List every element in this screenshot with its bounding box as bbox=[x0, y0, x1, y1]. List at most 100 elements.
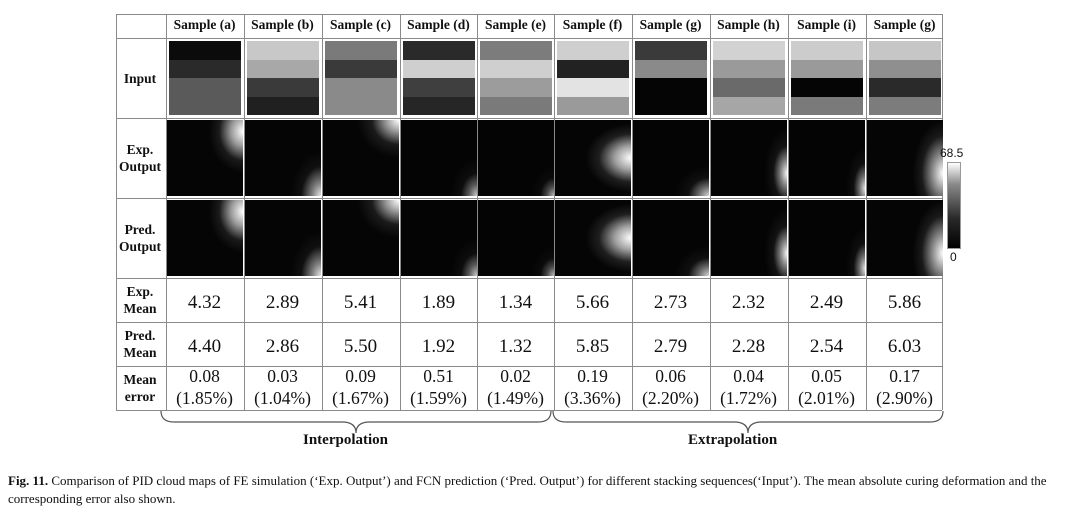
mean-error-percent: (1.04%) bbox=[254, 388, 311, 408]
input-stack-image bbox=[869, 41, 941, 115]
exp-output-map bbox=[323, 120, 399, 196]
pred-output-map bbox=[867, 200, 943, 276]
stack-layer bbox=[869, 41, 941, 60]
pred-mean-value: 2.86 bbox=[265, 336, 300, 357]
grid-hline bbox=[116, 118, 942, 119]
interpolation-label: Interpolation bbox=[303, 432, 389, 448]
stack-layer bbox=[635, 59, 707, 78]
mean-error-value: 0.08 bbox=[189, 366, 220, 386]
pred-mean-value: 6.03 bbox=[887, 336, 922, 357]
grid-vline bbox=[788, 14, 789, 410]
exp-mean-value: 2.89 bbox=[265, 292, 300, 313]
column-header: Sample (i) bbox=[797, 17, 856, 32]
grid-hline bbox=[116, 14, 942, 15]
exp-mean-value: 2.73 bbox=[653, 292, 688, 313]
pred-output-map bbox=[167, 200, 243, 276]
row-label-line: Input bbox=[123, 70, 157, 86]
exp-mean-value: 2.49 bbox=[809, 292, 844, 313]
pred-output-map bbox=[789, 200, 865, 276]
stack-layer bbox=[713, 96, 785, 115]
mean-error-value: 0.03 bbox=[267, 366, 298, 386]
stack-layer bbox=[557, 59, 629, 78]
mean-error-value: 0.09 bbox=[345, 366, 376, 386]
mean-error-percent: (1.49%) bbox=[487, 388, 544, 408]
column-header: Sample (a) bbox=[173, 17, 236, 32]
stack-layer bbox=[169, 78, 241, 97]
input-stack-image bbox=[713, 41, 785, 115]
stack-layer bbox=[247, 59, 319, 78]
stack-layer bbox=[791, 78, 863, 97]
row-label-line: Output bbox=[118, 239, 162, 254]
stack-layer bbox=[480, 41, 552, 60]
caption-prefix: Fig. 11. bbox=[8, 473, 49, 488]
input-stack-image bbox=[480, 41, 552, 115]
stack-layer bbox=[247, 96, 319, 115]
column-header: Sample (c) bbox=[329, 17, 392, 32]
stack-layer bbox=[791, 96, 863, 115]
exp-mean-value: 5.86 bbox=[887, 292, 922, 313]
stack-layer bbox=[791, 59, 863, 78]
exp-output-map bbox=[401, 120, 477, 196]
pred-output-map bbox=[478, 200, 554, 276]
mean-error-value: 0.05 bbox=[811, 366, 842, 386]
stack-layer bbox=[635, 41, 707, 60]
mean-error-value: 0.19 bbox=[577, 366, 608, 386]
stack-layer bbox=[635, 78, 707, 97]
grid-hline bbox=[116, 278, 942, 279]
input-stack-image bbox=[791, 41, 863, 115]
pred-mean-value: 2.79 bbox=[653, 336, 688, 357]
exp-output-map bbox=[633, 120, 709, 196]
mean-error-value: 0.17 bbox=[889, 366, 920, 386]
column-header: Sample (d) bbox=[407, 17, 470, 32]
exp-output-map bbox=[711, 120, 787, 196]
stack-layer bbox=[403, 59, 475, 78]
pred-output-map bbox=[555, 200, 631, 276]
stack-layer bbox=[869, 96, 941, 115]
stack-layer bbox=[325, 78, 397, 97]
column-header: Sample (g) bbox=[639, 17, 702, 32]
extrapolation-brace bbox=[552, 410, 944, 434]
mean-error-percent: (2.90%) bbox=[876, 388, 933, 408]
row-label-pred-output: Pred. Output bbox=[116, 198, 164, 278]
input-stack-image bbox=[169, 41, 241, 115]
grid-vline bbox=[400, 14, 401, 410]
stack-layer bbox=[713, 59, 785, 78]
pred-output-map bbox=[633, 200, 709, 276]
grid-vline bbox=[554, 14, 555, 410]
pred-mean-value: 4.40 bbox=[187, 336, 222, 357]
row-label-line: Output bbox=[118, 159, 162, 174]
row-label-line: Mean bbox=[123, 372, 157, 387]
row-label-exp-mean: Exp. Mean bbox=[116, 278, 164, 322]
exp-mean-value: 2.32 bbox=[731, 292, 766, 313]
stack-layer bbox=[403, 96, 475, 115]
stack-layer bbox=[403, 41, 475, 60]
row-label-pred-mean: Pred. Mean bbox=[116, 322, 164, 366]
row-label-line: Exp. bbox=[126, 142, 154, 157]
column-header: Sample (b) bbox=[251, 17, 314, 32]
mean-error-percent: (1.72%) bbox=[720, 388, 777, 408]
stack-layer bbox=[325, 59, 397, 78]
exp-mean-value: 4.32 bbox=[187, 292, 222, 313]
grid-vline bbox=[116, 14, 117, 410]
pred-output-map bbox=[711, 200, 787, 276]
mean-error-value: 0.06 bbox=[655, 366, 686, 386]
input-stack-image bbox=[557, 41, 629, 115]
interpolation-brace bbox=[160, 410, 552, 434]
stack-layer bbox=[635, 96, 707, 115]
exp-mean-value: 5.66 bbox=[575, 292, 610, 313]
stack-layer bbox=[869, 78, 941, 97]
pred-output-map bbox=[401, 200, 477, 276]
exp-output-map bbox=[167, 120, 243, 196]
grid-vline bbox=[710, 14, 711, 410]
row-label-line: Mean bbox=[123, 301, 157, 316]
grid-hline bbox=[116, 322, 942, 323]
mean-error-percent: (3.36%) bbox=[564, 388, 621, 408]
grid-vline bbox=[166, 14, 167, 410]
colorbar bbox=[947, 162, 961, 249]
pred-mean-value: 2.28 bbox=[731, 336, 766, 357]
stack-layer bbox=[713, 78, 785, 97]
row-label-mean-error: Mean error bbox=[116, 366, 164, 410]
row-label-line: Mean bbox=[123, 345, 157, 360]
row-label-input: Input bbox=[116, 38, 164, 118]
colorbar-min-label: 0 bbox=[950, 250, 957, 264]
